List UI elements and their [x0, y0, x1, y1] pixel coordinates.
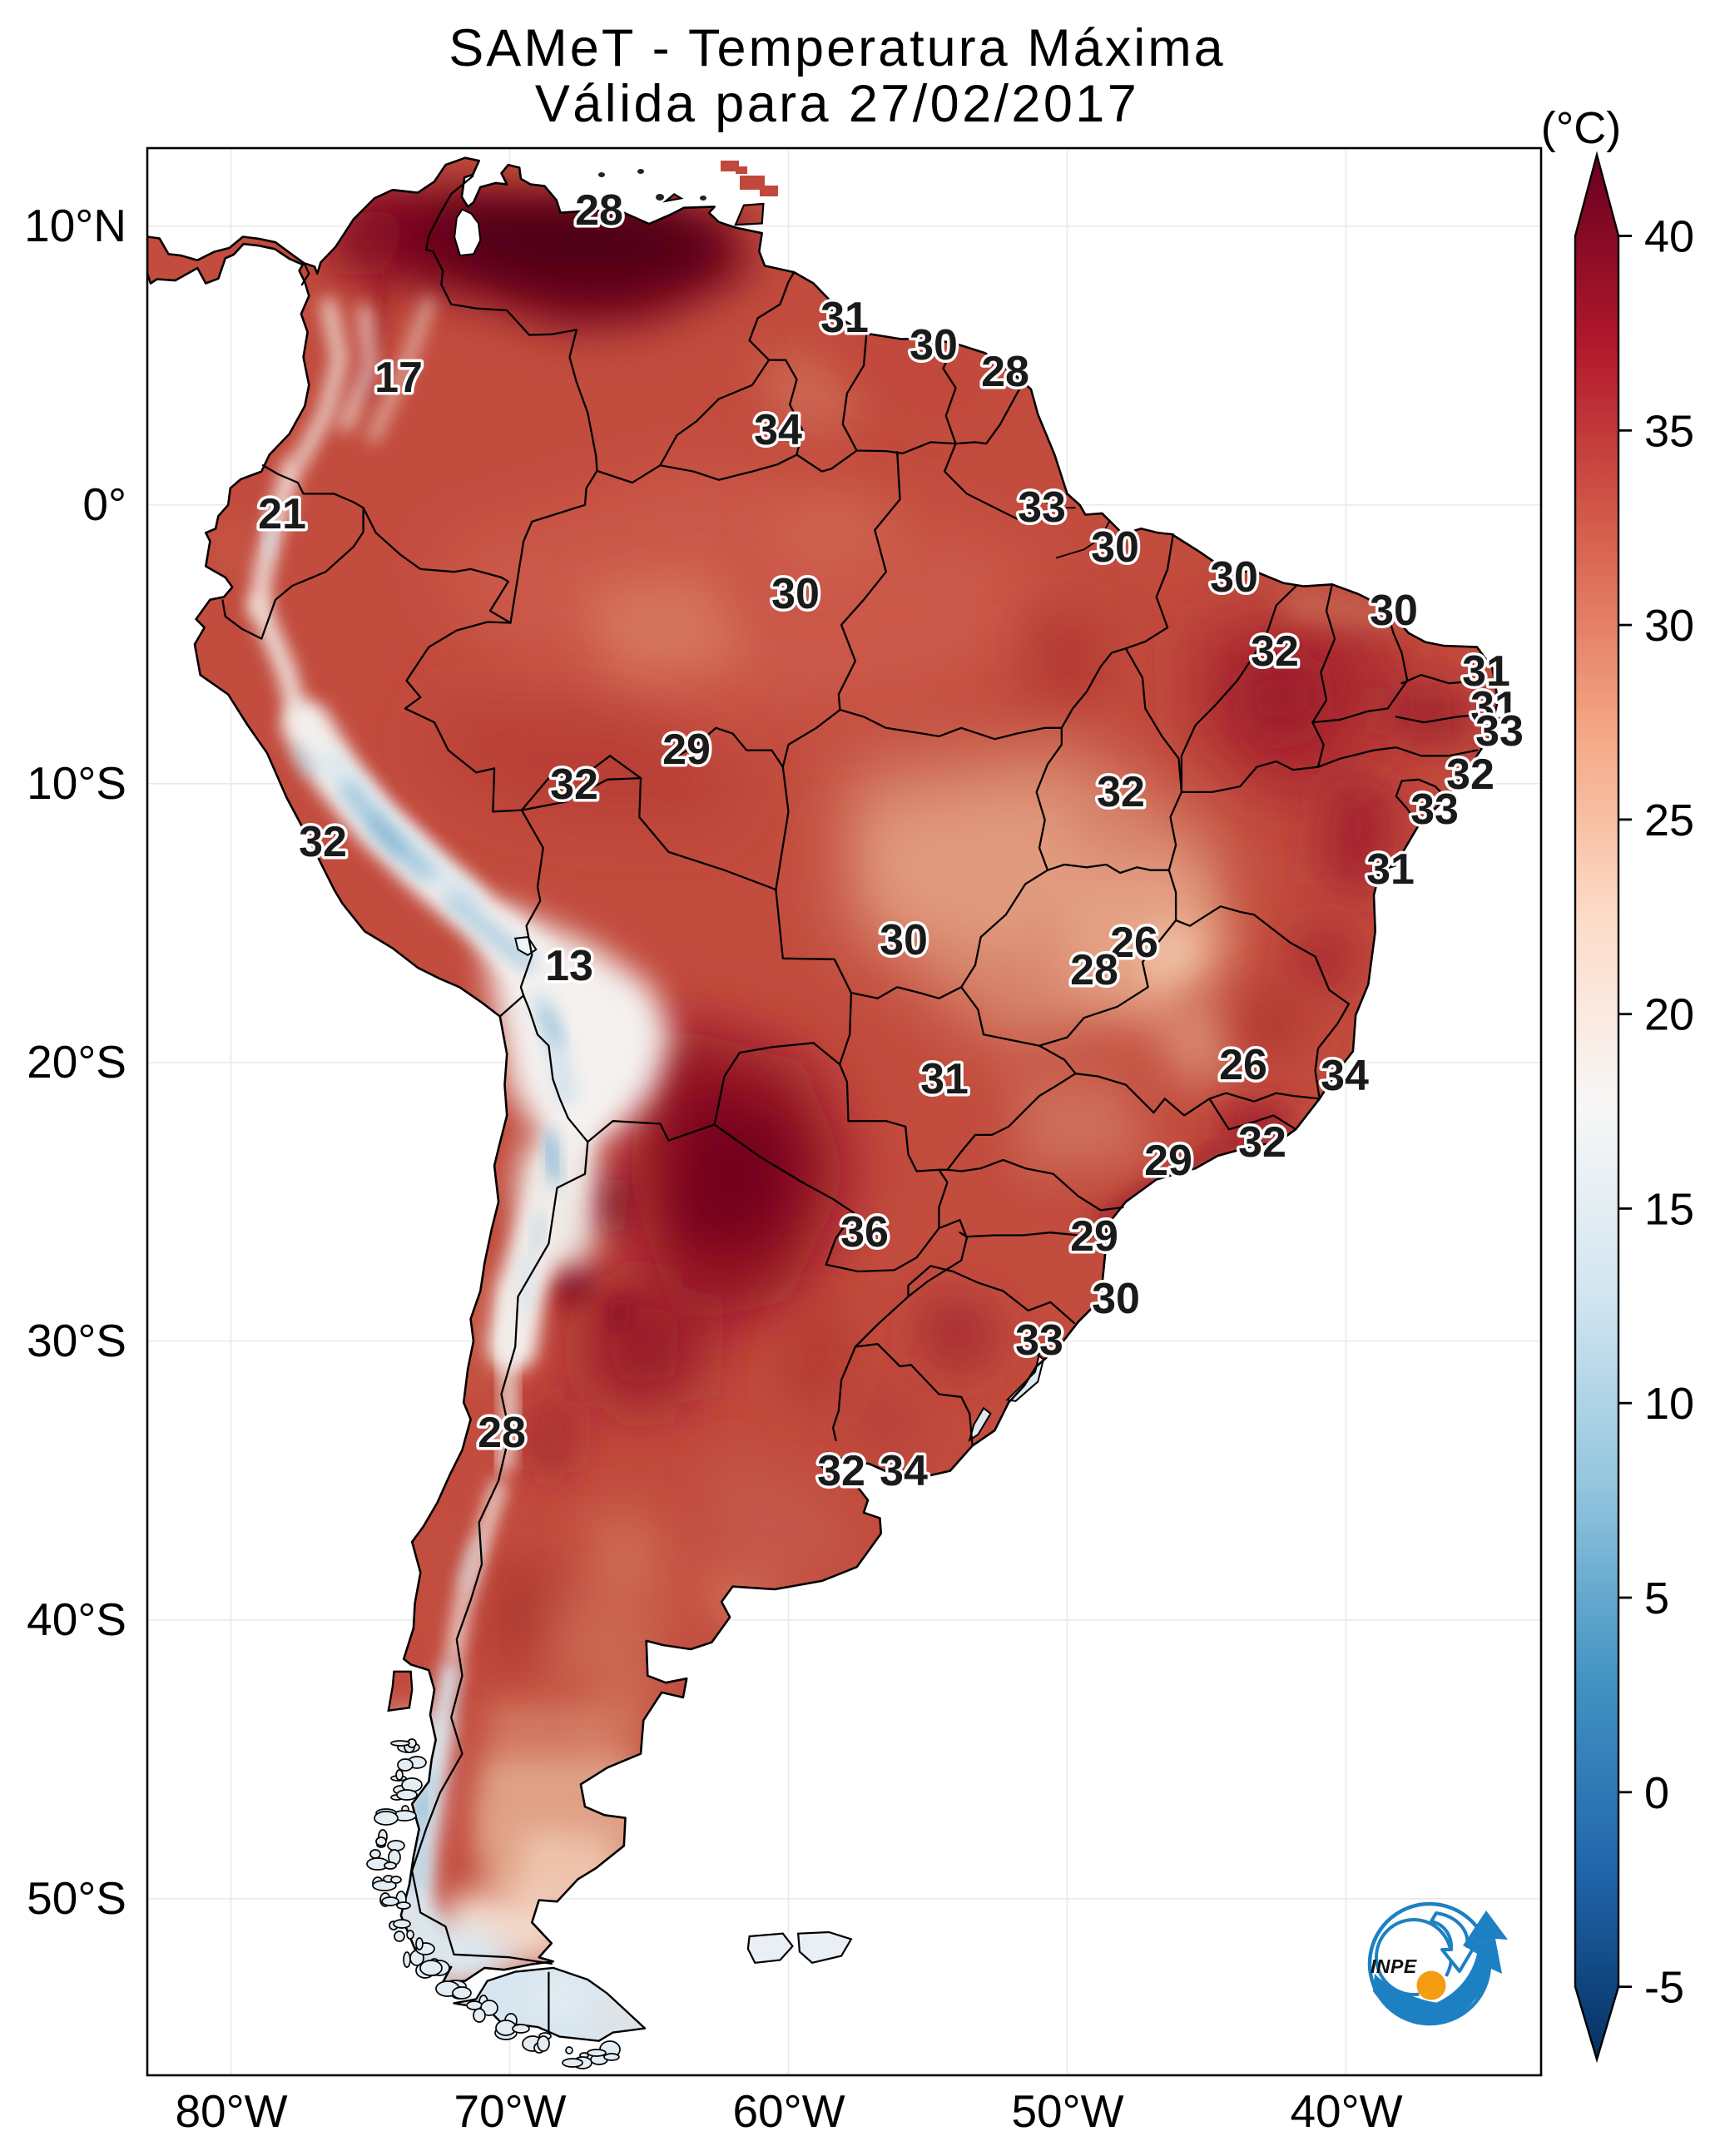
- svg-text:(°C): (°C): [1541, 103, 1622, 153]
- svg-text:28: 28: [981, 348, 1029, 396]
- svg-text:50°W: 50°W: [1011, 2085, 1123, 2137]
- svg-text:-5: -5: [1644, 1963, 1684, 2013]
- svg-text:40°S: 40°S: [27, 1593, 126, 1645]
- svg-text:34: 34: [880, 1447, 928, 1495]
- svg-text:INPE: INPE: [1371, 1955, 1417, 1977]
- svg-text:13: 13: [545, 942, 593, 990]
- svg-text:32: 32: [817, 1447, 865, 1495]
- svg-text:26: 26: [1110, 919, 1158, 967]
- svg-text:36: 36: [840, 1208, 889, 1256]
- svg-text:30: 30: [880, 916, 928, 964]
- svg-text:31: 31: [1462, 647, 1510, 696]
- svg-text:40: 40: [1644, 212, 1694, 262]
- svg-text:10: 10: [1644, 1379, 1694, 1429]
- svg-text:70°W: 70°W: [454, 2085, 566, 2137]
- svg-text:35: 35: [1644, 406, 1694, 456]
- svg-text:60°W: 60°W: [732, 2085, 845, 2137]
- svg-text:31: 31: [920, 1055, 969, 1103]
- svg-text:30°S: 30°S: [27, 1315, 126, 1366]
- svg-text:31: 31: [820, 294, 869, 342]
- svg-text:33: 33: [1015, 1316, 1063, 1365]
- svg-text:32: 32: [1446, 751, 1494, 799]
- svg-text:28: 28: [1070, 946, 1118, 994]
- svg-text:20°S: 20°S: [27, 1036, 126, 1088]
- svg-text:SAMeT - Temperatura Máxima: SAMeT - Temperatura Máxima: [449, 19, 1225, 77]
- svg-text:30: 30: [1210, 553, 1258, 602]
- svg-text:33: 33: [1475, 707, 1524, 756]
- svg-text:30: 30: [1644, 601, 1694, 651]
- svg-text:30: 30: [1370, 587, 1418, 635]
- svg-text:28: 28: [575, 186, 623, 235]
- svg-text:31: 31: [1470, 683, 1519, 731]
- svg-text:20: 20: [1644, 990, 1694, 1040]
- svg-text:Válida para 27/02/2017: Válida para 27/02/2017: [535, 75, 1139, 133]
- svg-text:17: 17: [374, 354, 423, 402]
- svg-text:80°W: 80°W: [175, 2085, 287, 2137]
- svg-text:29: 29: [1144, 1137, 1192, 1185]
- svg-text:34: 34: [754, 406, 802, 454]
- svg-text:21: 21: [258, 490, 306, 538]
- svg-text:32: 32: [1097, 768, 1145, 816]
- svg-text:50°S: 50°S: [27, 1872, 126, 1924]
- svg-text:33: 33: [1018, 483, 1066, 532]
- svg-text:32: 32: [1238, 1118, 1286, 1167]
- svg-text:26: 26: [1219, 1041, 1267, 1089]
- svg-text:32: 32: [1251, 627, 1299, 676]
- svg-text:29: 29: [1070, 1212, 1118, 1261]
- svg-text:10°N: 10°N: [24, 200, 126, 251]
- svg-text:40°W: 40°W: [1290, 2085, 1402, 2137]
- svg-text:29: 29: [662, 726, 711, 774]
- svg-text:33: 33: [1410, 786, 1459, 834]
- svg-text:30: 30: [771, 570, 820, 618]
- svg-text:30: 30: [1092, 1275, 1140, 1323]
- svg-text:0: 0: [1644, 1768, 1669, 1818]
- svg-text:31: 31: [1366, 845, 1415, 894]
- svg-text:5: 5: [1644, 1574, 1669, 1623]
- svg-text:0°: 0°: [82, 478, 126, 530]
- svg-text:28: 28: [478, 1409, 526, 1457]
- svg-text:32: 32: [299, 818, 347, 866]
- svg-text:34: 34: [1321, 1052, 1369, 1100]
- svg-text:30: 30: [910, 321, 958, 369]
- svg-text:15: 15: [1644, 1184, 1694, 1234]
- svg-text:32: 32: [550, 761, 598, 809]
- svg-text:25: 25: [1644, 795, 1694, 845]
- svg-text:10°S: 10°S: [27, 757, 126, 809]
- svg-text:30: 30: [1091, 523, 1139, 572]
